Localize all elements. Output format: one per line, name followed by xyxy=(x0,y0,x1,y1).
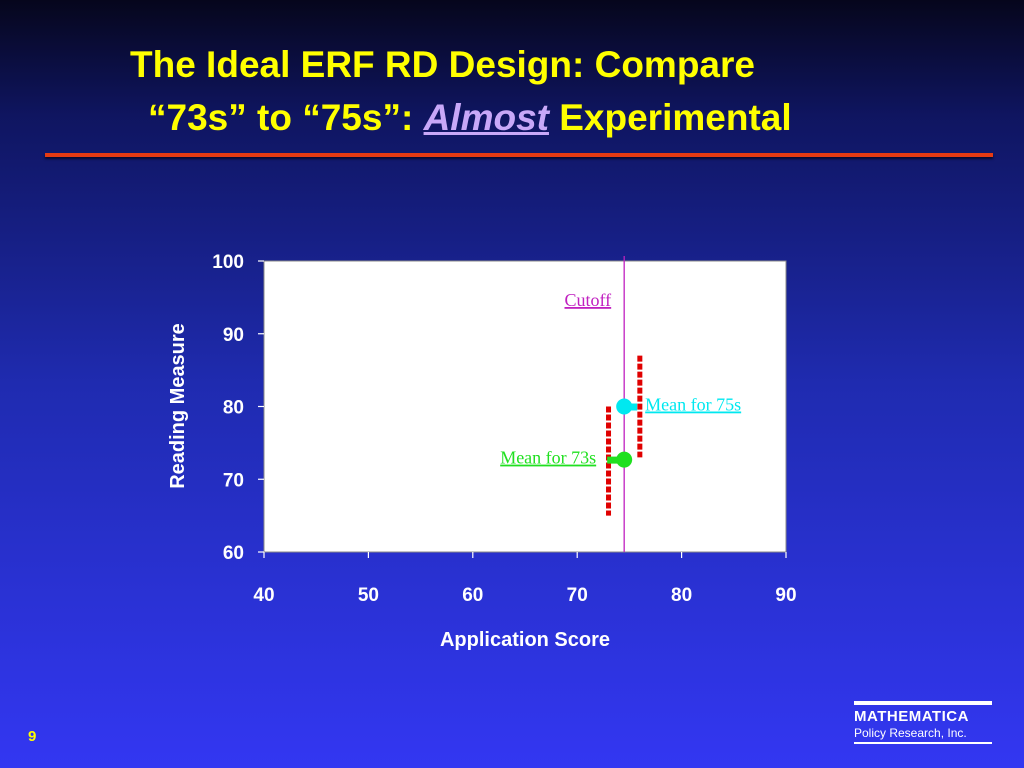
x-tick-label: 80 xyxy=(671,585,692,606)
logo-top-bar xyxy=(854,701,992,705)
y-tick-label: 90 xyxy=(223,325,244,346)
logo-name: MATHEMATICA xyxy=(854,708,969,725)
logo-bottom-bar xyxy=(854,742,992,744)
x-tick-label: 90 xyxy=(775,585,796,606)
x-tick-label: 50 xyxy=(358,585,379,606)
title-underline-rule xyxy=(45,153,993,157)
point-label: Mean for 75s xyxy=(645,395,741,415)
plot-area xyxy=(263,260,787,553)
point-label: Mean for 73s xyxy=(500,448,596,468)
y-tick-label: 70 xyxy=(223,470,244,491)
x-tick-label: 40 xyxy=(253,585,274,606)
y-tick-label: 60 xyxy=(223,543,244,564)
mean-point xyxy=(616,398,633,415)
title-line-1: The Ideal ERF RD Design: Compare xyxy=(130,44,755,85)
x-tick-label: 70 xyxy=(567,585,588,606)
y-tick-label: 80 xyxy=(223,398,244,419)
title-line-2-suffix: Experimental xyxy=(548,97,792,138)
y-tick-label: 100 xyxy=(212,252,244,273)
title-line-2-prefix: “73s” to “75s”: xyxy=(148,97,424,138)
x-axis-title: Application Score xyxy=(440,629,610,651)
point-connector xyxy=(607,456,625,464)
cutoff-label: Cutoff xyxy=(565,290,612,310)
page-number: 9 xyxy=(28,728,37,745)
x-tick-label: 60 xyxy=(462,585,483,606)
y-axis-title: Reading Measure xyxy=(167,323,189,489)
company-logo: MATHEMATICA Policy Research, Inc. xyxy=(854,701,992,744)
logo-subtitle: Policy Research, Inc. xyxy=(854,726,967,740)
title-emphasis: Almost xyxy=(423,97,549,138)
title-line-2: “73s” to “75s”: Almost Experimental xyxy=(148,93,792,142)
mean-point xyxy=(616,451,633,468)
